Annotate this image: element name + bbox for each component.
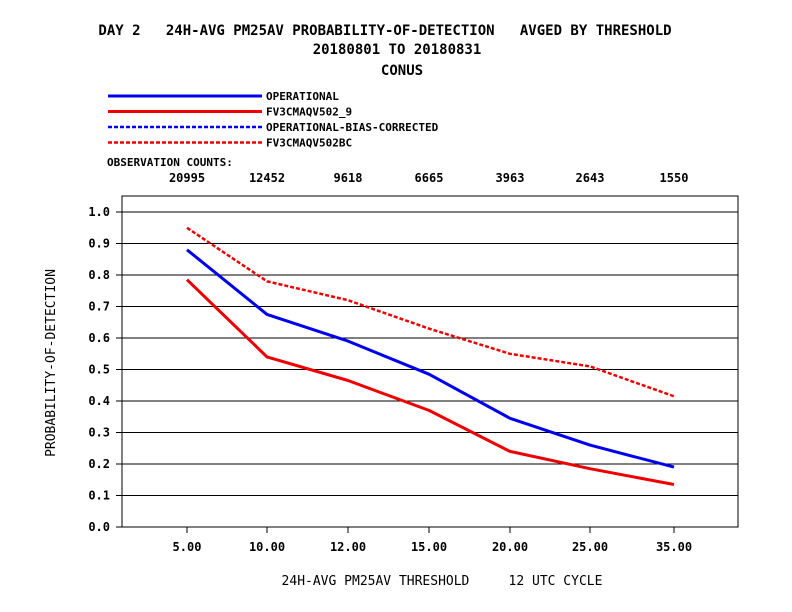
x-tick-label: 25.00: [572, 540, 608, 554]
y-tick-label: 0.1: [88, 489, 110, 503]
observation-count: 1550: [660, 171, 689, 185]
legend-label: OPERATIONAL-BIAS-CORRECTED: [266, 121, 439, 134]
y-tick-label: 0.5: [88, 363, 110, 377]
plot-frame: [121, 195, 739, 528]
chart-title: DAY 2 24H-AVG PM25AV PROBABILITY-OF-DETE…: [98, 23, 671, 39]
series-lines: [185, 226, 675, 486]
series-line: [186, 226, 675, 398]
observation-count: 9618: [334, 171, 363, 185]
x-axis-label: 24H-AVG PM25AV THRESHOLD 12 UTC CYCLE: [282, 574, 603, 589]
observation-count: 2643: [576, 171, 605, 185]
x-tick-label: 15.00: [411, 540, 447, 554]
y-tick-label: 0.7: [88, 300, 110, 314]
x-axis: 5.00 10.00 12.00 15.00 20.00 25.00 35.00: [173, 527, 692, 554]
series-line: [186, 248, 675, 469]
observation-count: 12452: [249, 171, 285, 185]
x-tick-label: 10.00: [249, 540, 285, 554]
x-tick-label: 20.00: [492, 540, 528, 554]
y-tick-label: 0.0: [88, 520, 110, 534]
y-tick-label: 0.9: [88, 237, 110, 251]
legend: OPERATIONAL FV3CMAQV502_9 OPERATIONAL-BIAS…: [108, 90, 439, 150]
y-tick-label: 0.3: [88, 426, 110, 440]
grid: [122, 211, 738, 496]
legend-label: FV3CMAQV502BC: [266, 137, 352, 150]
observation-counts: 20995 12452 9618 6665 3963 2643 1550: [169, 171, 689, 185]
y-axis: 0.0 0.1 0.2 0.3 0.4 0.5 0.6 0.7 0.8 0.9 1.0: [88, 205, 122, 534]
y-axis-label: PROBABILITY-OF-DETECTION: [44, 269, 59, 457]
y-tick-label: 0.2: [88, 457, 110, 471]
series-line: [185, 278, 675, 486]
chart-subtitle: 20180801 TO 20180831: [313, 42, 482, 58]
legend-label: FV3CMAQV502_9: [266, 106, 352, 119]
y-tick-label: 0.6: [88, 331, 110, 345]
y-tick-label: 1.0: [88, 205, 110, 219]
x-tick-label: 12.00: [330, 540, 366, 554]
observation-counts-label: OBSERVATION COUNTS:: [107, 156, 233, 169]
chart-region: CONUS: [381, 63, 423, 79]
observation-count: 20995: [169, 171, 205, 185]
x-tick-label: 35.00: [656, 540, 692, 554]
y-tick-label: 0.4: [88, 394, 110, 408]
observation-count: 3963: [496, 171, 525, 185]
legend-label: OPERATIONAL: [266, 90, 339, 103]
observation-count: 6665: [415, 171, 444, 185]
x-tick-label: 5.00: [173, 540, 202, 554]
y-tick-label: 0.8: [88, 268, 110, 282]
